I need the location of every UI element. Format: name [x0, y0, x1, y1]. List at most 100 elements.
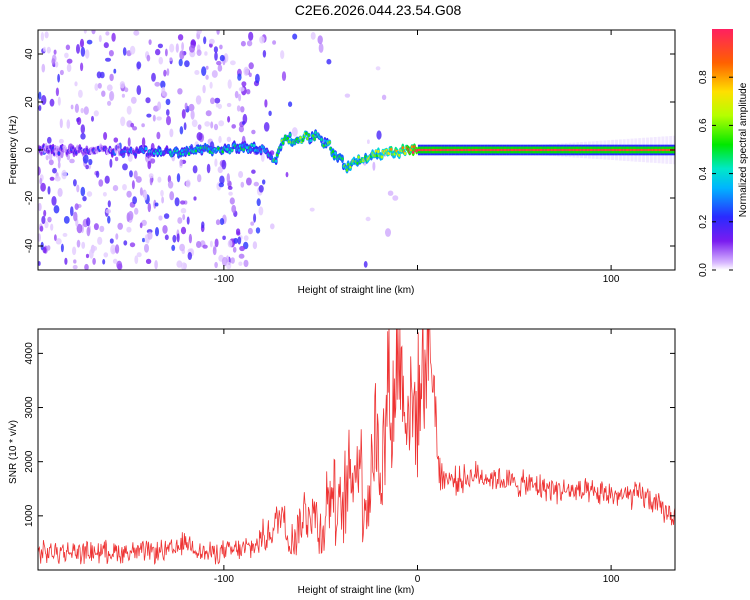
spectrogram-noise-mark [216, 30, 220, 35]
spectrogram-ridge-mark [557, 148, 559, 152]
spectrogram-ridge-mark [498, 148, 500, 152]
spectrogram-ridge-mark [580, 148, 582, 152]
spectrogram-noise-mark [251, 169, 256, 174]
spectrogram-noise-mark [130, 96, 137, 104]
spectrogram-ridge-mark [314, 131, 317, 135]
spectrogram-noise-mark [96, 71, 102, 79]
spectrogram-ridge-mark [331, 150, 335, 154]
spectrogram-noise-mark [101, 90, 106, 97]
spectrogram-ridge-mark [334, 151, 337, 155]
spectrogram-noise-mark [169, 57, 173, 62]
spectrogram-noise-mark [169, 191, 175, 201]
spectrogram-noise-mark [326, 58, 332, 65]
spectrogram-ridge-mark [623, 148, 625, 152]
spectrogram-ridge-mark [462, 148, 464, 152]
spectrogram-ridge-mark [636, 148, 638, 152]
spectrogram-ridge-mark [551, 148, 553, 152]
spectrogram-noise-mark [227, 116, 231, 123]
spectrogram-ridge-mark [538, 148, 541, 152]
spectrogram-noise-mark [175, 43, 179, 53]
spectrogram-ridge-mark [587, 148, 589, 152]
spectrogram-noise-mark [163, 69, 167, 77]
spectrogram-noise-mark [217, 166, 223, 174]
spectrogram-noise-mark [134, 207, 139, 215]
spectrogram-ridge-mark [473, 148, 475, 152]
spectrogram-ridge-mark [524, 148, 527, 152]
spectrogram-noise-mark [242, 113, 248, 124]
spectrogram-noise-mark [258, 185, 264, 193]
spectrogram-noise-mark [177, 88, 183, 95]
spectrogram-noise-mark [107, 215, 111, 224]
spectrogram-noise-mark [182, 214, 186, 221]
spectrogram-noise-mark [39, 177, 43, 185]
spectrogram-ridge-mark [522, 148, 524, 152]
spectrogram-noise-mark [83, 106, 89, 115]
spectrogram-ridge-mark [252, 144, 256, 148]
spectrogram-noise-mark [47, 216, 52, 223]
spectrogram-noise-mark [134, 255, 139, 264]
spectrogram-noise-mark [214, 51, 218, 61]
spectrogram-noise-mark [157, 101, 162, 111]
spectrogram-noise-mark [219, 54, 225, 62]
spectrogram-noise-mark [124, 87, 129, 93]
spectrogram-ridge-mark [431, 148, 434, 152]
spectrogram-noise-mark [243, 235, 249, 241]
spectrogram-noise-mark [256, 198, 261, 207]
spectrogram-noise-mark [203, 36, 207, 45]
spectrogram-ridge-mark [494, 148, 496, 152]
spectrogram-noise-mark [318, 43, 324, 53]
spectrogram-ridge-mark [654, 148, 657, 152]
spectrogram-ridge-mark [187, 152, 191, 156]
spectrogram-noise-mark [120, 116, 126, 127]
spectrogram-ridge-mark [505, 148, 507, 152]
spectrogram-noise-mark [78, 89, 83, 98]
spectrogram-ridge-mark [71, 146, 75, 150]
spectrogram-noise-mark [317, 35, 323, 45]
spectrogram-noise-mark [38, 202, 42, 212]
spectrogram-noise-mark [272, 40, 277, 45]
spectrogram-noise-mark [92, 257, 96, 265]
spectrogram-noise-mark [82, 196, 87, 202]
spectrogram-noise-mark [55, 238, 62, 245]
spectrogram-noise-mark [54, 175, 61, 182]
spectrogram-ridge-mark [618, 148, 621, 152]
spectrogram-ridge-mark [469, 148, 471, 152]
spectrogram-noise-mark [214, 238, 219, 248]
spectrogram-ridge-mark [508, 148, 510, 152]
spectrogram-noise-mark [204, 121, 211, 127]
spectrogram-ridge-mark [567, 148, 570, 152]
spectrogram-noise-mark [216, 60, 222, 66]
spectrogram-ridge-mark [270, 155, 273, 159]
spectrogram-ridge-mark [568, 148, 571, 152]
spectrogram-ridge-mark [651, 148, 653, 152]
spectrogram-noise-mark [38, 91, 42, 100]
spectrogram-ridge-mark [575, 148, 578, 152]
spectrogram-noise-mark [195, 95, 202, 105]
spectrogram-noise-mark [50, 223, 54, 231]
spectrogram-ridge-mark [620, 148, 622, 152]
spectrogram-x-tick-label: 100 [603, 274, 620, 285]
spectrogram-noise-mark [99, 225, 105, 233]
spectrogram-noise-mark [74, 103, 79, 114]
spectrogram-noise-mark [191, 119, 198, 128]
spectrogram-noise-mark [109, 73, 114, 82]
spectrogram-ridge-mark [56, 148, 59, 152]
spectrogram-noise-mark [226, 136, 232, 142]
spectrogram-noise-mark [105, 57, 111, 62]
spectrogram-noise-mark [76, 117, 82, 125]
spectrogram-noise-mark [152, 114, 156, 122]
spectrogram-noise-mark [53, 49, 57, 55]
spectrogram-noise-mark [238, 87, 245, 92]
spectrogram-ridge-mark [373, 154, 377, 158]
spectrogram-ridge-mark [437, 148, 439, 152]
spectrogram-noise-mark [106, 84, 113, 91]
spectrogram-ridge-mark [624, 148, 627, 152]
spectrogram-ridge-mark [226, 147, 229, 151]
spectrogram-noise-mark [85, 253, 90, 259]
spectrogram-noise-mark [205, 65, 209, 70]
spectrogram-ridge-mark [207, 147, 210, 151]
spectrogram-ridge-mark [307, 133, 310, 137]
spectrogram-noise-mark [196, 49, 202, 56]
spectrogram-ridge-mark [546, 148, 549, 152]
spectrogram-noise-mark [209, 81, 213, 89]
